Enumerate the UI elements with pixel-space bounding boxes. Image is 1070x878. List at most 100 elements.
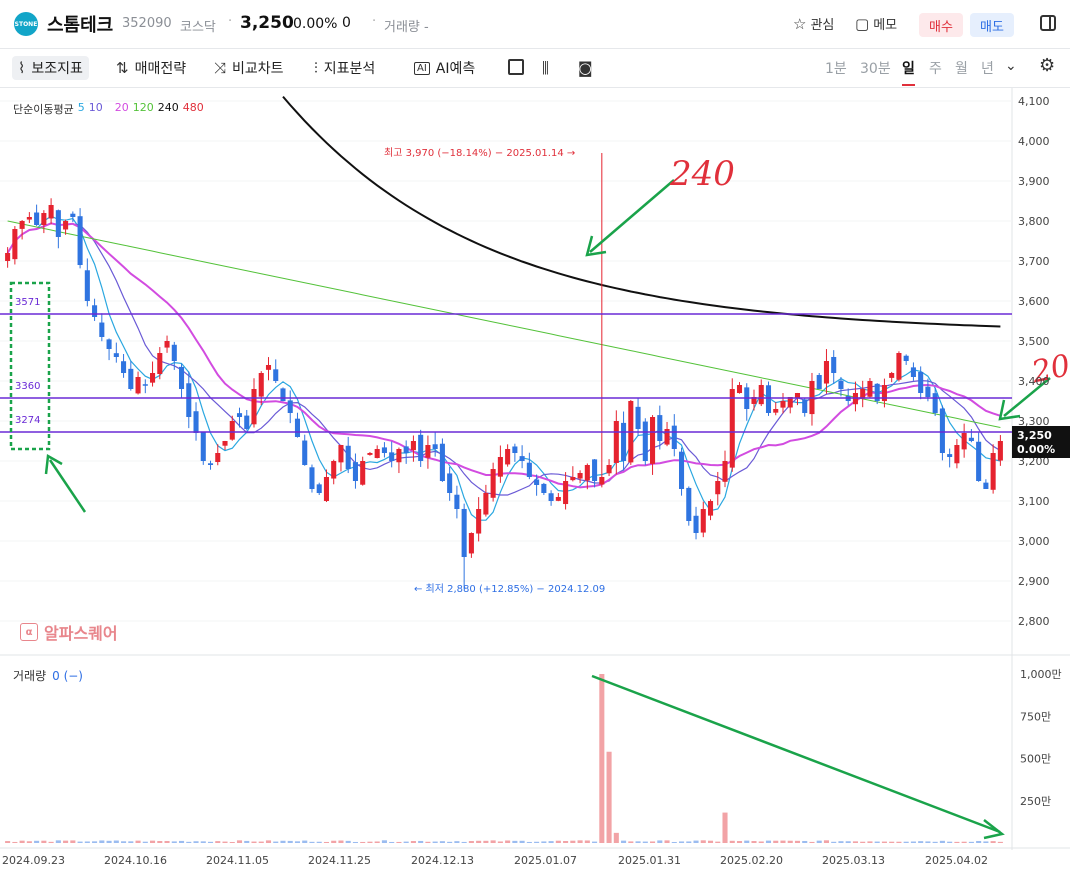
candle-body (150, 373, 156, 383)
volume-tick: 750만 (1020, 710, 1051, 723)
candle-body (396, 449, 402, 463)
candle-body (193, 411, 199, 433)
candle-body (642, 421, 648, 461)
ma-120: 120 (132, 101, 154, 114)
draw-box-button[interactable] (508, 59, 524, 75)
volume-bar (650, 841, 656, 843)
volume-bar (84, 841, 90, 843)
candle-body (12, 229, 18, 260)
volume-bar (12, 841, 18, 843)
ma120-line (7, 220, 1001, 428)
candle-body (461, 508, 467, 557)
stock-name[interactable]: 스톰테크 (47, 15, 114, 36)
candle-body (77, 216, 83, 265)
volume-bar (968, 841, 974, 843)
candle-body (164, 341, 170, 348)
price-tick: 2,800 (1018, 615, 1050, 628)
period-day[interactable]: 일 (902, 58, 915, 86)
volume-bar (512, 840, 518, 843)
volume-bar (874, 841, 880, 843)
volume-bar (918, 841, 924, 843)
period-1min[interactable]: 1분 (825, 61, 847, 77)
gear-icon[interactable]: ⚙ (1039, 55, 1056, 76)
volume-bar (92, 841, 98, 843)
ai-tool[interactable]: AI AI예측 (414, 56, 475, 80)
ma5-line (7, 215, 1001, 521)
brand-name: 알파스퀘어 (44, 624, 118, 643)
candle-body (244, 415, 250, 429)
last-price-badge (1012, 426, 1070, 458)
volume-bar (490, 840, 496, 843)
candle-body (736, 385, 743, 394)
candle-body (483, 493, 489, 515)
candle-body (555, 497, 561, 501)
candle-body (650, 417, 656, 464)
annotation-arrow-4 (591, 674, 1001, 834)
hline-label-3360: 3360 (15, 381, 40, 392)
period-30min[interactable]: 30분 (860, 61, 891, 77)
date-tick: 2025.04.02 (925, 854, 988, 867)
candle-body (838, 380, 844, 389)
ai-icon: AI (414, 61, 430, 75)
moving-averages (6, 95, 1001, 521)
candle-body (381, 447, 387, 453)
volume-bar (860, 841, 866, 843)
volume-bar (990, 841, 996, 843)
candle-body (570, 477, 576, 481)
date-tick: 2024.10.16 (104, 854, 167, 867)
volume-bar (729, 840, 735, 843)
period-year[interactable]: 년 (981, 61, 994, 77)
price-tick: 3,100 (1018, 495, 1050, 508)
annotation-arrow-1 (48, 459, 87, 513)
volume-bar (802, 840, 808, 843)
date-tick: 2024.11.05 (206, 854, 269, 867)
candle-body (809, 381, 815, 415)
candle-body (410, 441, 416, 451)
candle-body (700, 509, 706, 533)
stock-code: 352090 (122, 16, 172, 31)
buy-button[interactable]: 매수 (919, 13, 963, 37)
volume-bar (5, 841, 11, 843)
compare-tool[interactable]: ⤨ 비교차트 (214, 56, 284, 80)
candle-body (896, 353, 902, 380)
candle-type-button[interactable]: ⫼ (542, 56, 549, 80)
volume-bar (215, 841, 221, 843)
volume-bar (323, 841, 329, 843)
volume-bar (331, 840, 337, 843)
side-panel-icon[interactable] (1040, 15, 1056, 31)
memo-button[interactable]: ▢ 메모 (855, 14, 897, 34)
ma-10: 10 (88, 101, 103, 114)
volume-bar (526, 841, 532, 843)
watchlist-label: 관심 (810, 18, 835, 33)
price-tick: 4,000 (1018, 135, 1050, 148)
candle-body (744, 387, 750, 409)
screenshot-button[interactable]: ◙ (578, 56, 593, 80)
strategy-tool[interactable]: ⇅ 매매전략 (116, 56, 186, 80)
period-week[interactable]: 주 (929, 61, 942, 77)
price-tick: 3,900 (1018, 175, 1050, 188)
candle-body (374, 449, 380, 459)
watchlist-button[interactable]: ☆ 관심 (793, 14, 835, 34)
price-tick: 3,800 (1018, 215, 1050, 228)
volume-bar (150, 840, 156, 843)
candle-body (787, 397, 793, 408)
volume-tick: 250만 (1020, 795, 1051, 808)
candle-body (352, 462, 358, 481)
company-logo: STONE (14, 12, 38, 36)
chevron-down-icon[interactable]: ⌄ (1005, 58, 1017, 74)
candle-body (425, 445, 431, 458)
candle-body (265, 365, 272, 370)
volume-bar (34, 840, 40, 843)
volume-bar (686, 841, 692, 843)
candle-body (918, 371, 924, 393)
volume-bar (294, 841, 301, 843)
period-month[interactable]: 월 (955, 61, 968, 77)
volume-bar (193, 841, 199, 843)
indicator-tool[interactable]: ⌇ 보조지표 (12, 56, 89, 80)
sell-button[interactable]: 매도 (970, 13, 1014, 37)
price-tick: 2,900 (1018, 575, 1050, 588)
memo-icon: ▢ (855, 14, 870, 33)
volume-axis: 1,000만 750만 500만 250만 (1020, 668, 1062, 808)
analysis-tool[interactable]: ⫶ 지표분석 (314, 56, 375, 80)
